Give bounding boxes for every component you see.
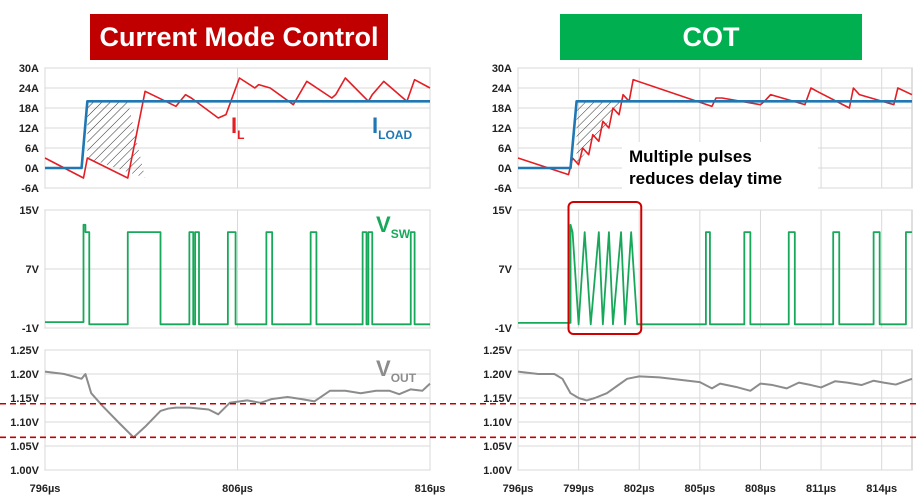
- x-tick-label: 808µs: [745, 483, 776, 495]
- y-tick-label: 15V: [492, 205, 512, 217]
- y-tick-label: 1.10V: [10, 417, 39, 429]
- right-iload-line: [518, 100, 912, 170]
- y-tick-label: 1.05V: [10, 441, 39, 453]
- x-tick-label: 816µs: [415, 483, 446, 495]
- y-tick-label: 6A: [498, 143, 512, 155]
- current-mode-title: Current Mode Control: [90, 14, 388, 60]
- y-tick-label: 30A: [492, 63, 512, 75]
- y-tick-label: -1V: [22, 323, 40, 335]
- y-tick-label: 1.00V: [483, 465, 512, 477]
- y-tick-label: 30A: [19, 63, 39, 75]
- y-tick-label: 1.00V: [10, 465, 39, 477]
- y-tick-label: 1.20V: [10, 369, 39, 381]
- multiple-pulses-highlight: [567, 201, 643, 335]
- x-tick-label: 811µs: [806, 483, 836, 495]
- y-tick-label: -6A: [21, 183, 39, 195]
- right-vout-line: [517, 370, 913, 402]
- y-tick-label: 24A: [492, 83, 512, 95]
- x-tick-label: 814µs: [866, 483, 897, 495]
- x-tick-label: 806µs: [222, 483, 253, 495]
- vout-label: VOUT: [376, 356, 417, 385]
- right-vsw-line: [518, 223, 912, 326]
- y-tick-label: 1.05V: [483, 441, 512, 453]
- annotation-backdrop: [622, 142, 818, 190]
- left-vsw-line: [45, 223, 430, 326]
- y-tick-label: 18A: [19, 103, 39, 115]
- annotation-line1: Multiple pulses: [629, 147, 752, 166]
- annotation-line2: reduces delay time: [629, 169, 782, 188]
- y-tick-label: 1.20V: [483, 369, 512, 381]
- y-tick-label: 12A: [19, 123, 39, 135]
- left-il-line: [44, 77, 431, 179]
- y-tick-label: 0A: [25, 163, 39, 175]
- hatched-delay-area: [87, 101, 146, 178]
- y-tick-label: 1.15V: [10, 393, 39, 405]
- y-tick-label: 1.15V: [483, 393, 512, 405]
- left-vout-line: [44, 370, 431, 439]
- y-tick-label: 7V: [499, 264, 513, 276]
- vsw-label: VSW: [376, 212, 411, 241]
- y-tick-label: 1.25V: [483, 345, 512, 357]
- cot-title: COT: [560, 14, 862, 60]
- y-tick-label: 7V: [26, 264, 40, 276]
- il-label: IL: [231, 113, 244, 142]
- x-tick-label: 802µs: [624, 483, 655, 495]
- right-vout-frame: [517, 349, 913, 471]
- y-tick-label: -6A: [494, 183, 512, 195]
- y-tick-label: 24A: [19, 83, 39, 95]
- y-tick-label: -1V: [495, 323, 513, 335]
- left-iload-line: [45, 100, 430, 170]
- y-tick-label: 18A: [492, 103, 512, 115]
- x-tick-label: 805µs: [684, 483, 715, 495]
- y-tick-label: 12A: [492, 123, 512, 135]
- y-tick-label: 1.10V: [483, 417, 512, 429]
- right-il-line: [517, 78, 913, 176]
- y-tick-label: 1.25V: [10, 345, 39, 357]
- y-tick-label: 0A: [498, 163, 512, 175]
- x-tick-label: 796µs: [503, 483, 534, 495]
- iload-label: ILOAD: [372, 113, 412, 142]
- y-tick-label: 15V: [19, 205, 39, 217]
- x-tick-label: 796µs: [30, 483, 61, 495]
- y-tick-label: 6A: [25, 143, 39, 155]
- x-tick-label: 799µs: [563, 483, 594, 495]
